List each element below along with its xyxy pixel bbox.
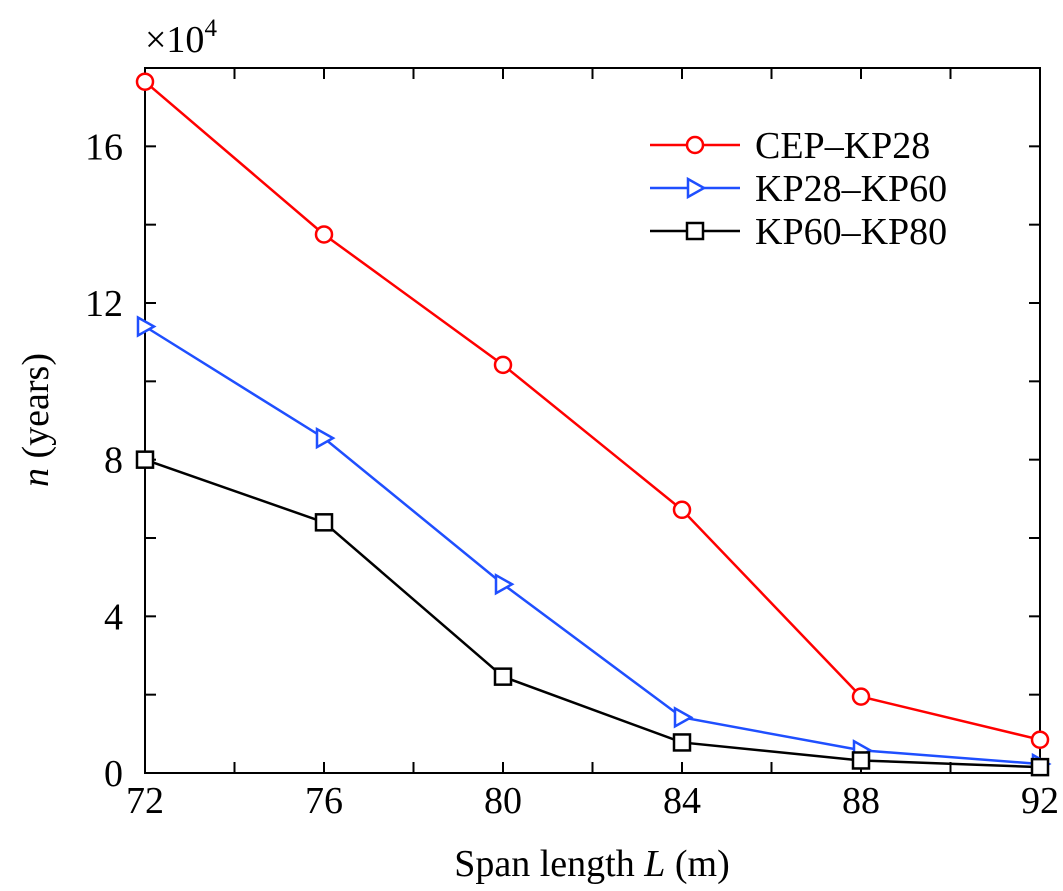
tick-labels: 72 76 80 84 88 92 0 4 8 12 16 bbox=[85, 126, 1059, 822]
legend-item: KP60–KP80 bbox=[650, 211, 947, 253]
data-point bbox=[672, 733, 692, 752]
data-point bbox=[686, 176, 707, 200]
data-point bbox=[494, 573, 515, 596]
series-line bbox=[144, 325, 1041, 766]
data-point bbox=[135, 450, 155, 469]
y-multiplier-exponent: 4 bbox=[204, 15, 217, 42]
data-point bbox=[851, 687, 871, 706]
y-tick-label: 12 bbox=[85, 283, 123, 325]
data-point bbox=[673, 706, 694, 729]
y-multiplier: ×104 bbox=[145, 15, 217, 61]
series-2 bbox=[136, 315, 1052, 776]
x-axis-label: Span length L (m) bbox=[454, 843, 730, 885]
data-point bbox=[136, 315, 157, 338]
series-3 bbox=[135, 450, 1050, 777]
x-tick-label: 84 bbox=[663, 780, 701, 822]
legend-item: KP28–KP60 bbox=[650, 168, 947, 210]
y-tick-label: 0 bbox=[104, 753, 123, 795]
x-tick-label: 76 bbox=[305, 780, 343, 822]
legend-item: CEP–KP28 bbox=[650, 125, 930, 167]
y-tick-label: 8 bbox=[104, 440, 123, 482]
series-line bbox=[144, 458, 1041, 769]
x-tick-label: 92 bbox=[1021, 780, 1059, 822]
x-tick-label: 80 bbox=[484, 780, 522, 822]
x-tick-label: 88 bbox=[842, 780, 880, 822]
data-point bbox=[493, 355, 513, 375]
y-tick-label: 16 bbox=[85, 126, 123, 168]
x-tick-label: 72 bbox=[126, 780, 164, 822]
data-point bbox=[135, 72, 155, 91]
data-point bbox=[315, 426, 336, 450]
y-axis-label: n (years) bbox=[15, 353, 57, 487]
data-point bbox=[685, 221, 705, 241]
data-point bbox=[314, 225, 334, 244]
series-group bbox=[135, 72, 1052, 777]
legend-label: KP60–KP80 bbox=[755, 211, 947, 253]
legend-label: CEP–KP28 bbox=[755, 125, 930, 167]
y-tick-label: 4 bbox=[104, 596, 123, 638]
data-point bbox=[685, 135, 705, 155]
data-point bbox=[851, 751, 871, 770]
data-point bbox=[672, 500, 692, 520]
data-point bbox=[1030, 757, 1050, 777]
data-point bbox=[493, 667, 513, 686]
series-line bbox=[144, 80, 1041, 741]
series-1 bbox=[135, 72, 1050, 749]
legend-label: KP28–KP60 bbox=[755, 168, 947, 210]
data-point bbox=[314, 513, 334, 532]
data-point bbox=[1030, 730, 1050, 749]
